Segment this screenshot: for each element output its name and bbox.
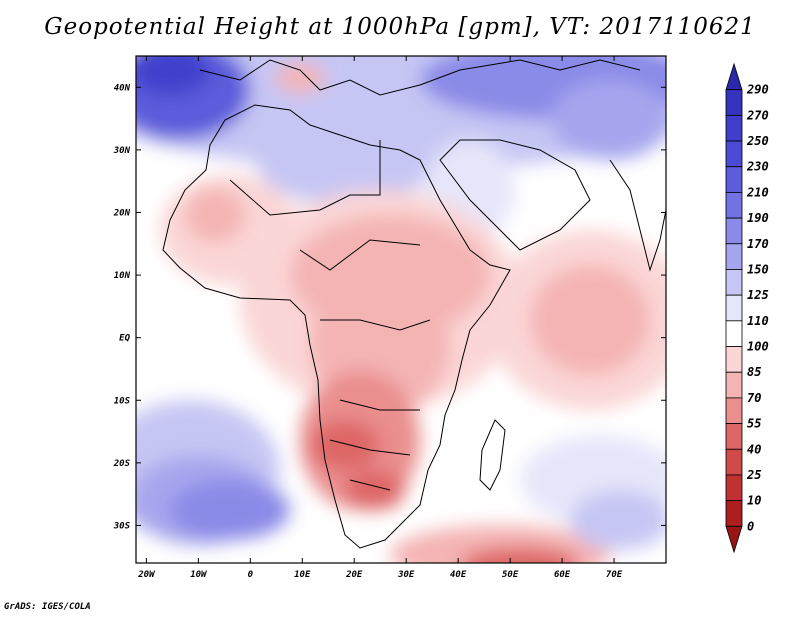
grads-credit: GrADS: IGES/COLA bbox=[4, 602, 91, 612]
colorbar-label: 210 bbox=[746, 185, 769, 199]
lon-label: 30E bbox=[397, 570, 415, 580]
colorbar-swatch bbox=[725, 192, 743, 219]
lat-label: 30N bbox=[113, 146, 131, 156]
colorbar-label: 150 bbox=[747, 262, 769, 276]
lat-label: 10S bbox=[114, 396, 131, 406]
colorbar-swatch bbox=[725, 294, 743, 322]
colorbar-label: 0 bbox=[747, 519, 754, 533]
colorbar-label: 25 bbox=[746, 468, 761, 482]
colorbar-label: 230 bbox=[746, 160, 769, 174]
lon-label: 70E bbox=[606, 570, 623, 580]
colorbar-swatch bbox=[725, 243, 743, 270]
colorbar-swatch bbox=[725, 397, 743, 424]
lon-label: 20E bbox=[345, 570, 363, 580]
colorbar-label: 270 bbox=[746, 108, 769, 122]
arabia-coastline bbox=[439, 139, 591, 251]
lat-label: 30S bbox=[113, 521, 131, 531]
colorbar-swatch bbox=[725, 474, 743, 502]
europe-coastline bbox=[199, 59, 641, 96]
lat-label: EQ bbox=[119, 334, 130, 344]
colorbar-label: 190 bbox=[747, 211, 769, 225]
lon-label: 50E bbox=[502, 570, 519, 580]
india-coastline bbox=[609, 159, 666, 272]
colorbar-swatch bbox=[725, 269, 743, 296]
colorbar-label: 290 bbox=[746, 83, 769, 97]
madagascar-coastline bbox=[479, 419, 506, 491]
lat-label: 20S bbox=[113, 459, 131, 469]
height-field bbox=[136, 56, 666, 563]
lon-label: 40E bbox=[450, 570, 467, 580]
colorbar: 2902702502302101901701501251101008570554… bbox=[725, 62, 769, 554]
colorbar-swatch bbox=[725, 114, 743, 142]
colorbar-swatch bbox=[725, 62, 743, 91]
colorbar-swatch bbox=[725, 500, 743, 527]
colorbar-label: 250 bbox=[746, 134, 769, 148]
map-frame bbox=[135, 55, 667, 564]
colorbar-swatch bbox=[725, 525, 743, 554]
colorbar-label: 55 bbox=[747, 417, 761, 431]
colorbar-swatch bbox=[725, 217, 743, 245]
colorbar-label: 40 bbox=[747, 442, 761, 456]
colorbar-label: 85 bbox=[747, 365, 761, 379]
colorbar-label: 170 bbox=[747, 237, 769, 251]
colorbar-swatch bbox=[725, 423, 743, 450]
lon-label: 10W bbox=[190, 570, 208, 580]
latitude-axis: 40N 30N 20N 10N EQ 10S 20S 30S bbox=[113, 83, 666, 531]
lon-label: 0 bbox=[248, 570, 254, 580]
africa-coastline bbox=[162, 104, 511, 549]
colorbar-label: 110 bbox=[747, 314, 769, 328]
colorbar-swatch bbox=[725, 371, 743, 399]
colorbar-swatch bbox=[725, 89, 743, 116]
lat-label: 40N bbox=[114, 83, 131, 93]
colorbar-label: 10 bbox=[747, 494, 761, 508]
colorbar-swatch bbox=[725, 140, 743, 168]
map-title: Geopotential Height at 1000hPa [gpm], VT… bbox=[44, 14, 756, 40]
colorbar-swatch bbox=[725, 346, 743, 373]
lon-label: 10E bbox=[294, 570, 311, 580]
lat-label: 20N bbox=[113, 208, 131, 218]
longitude-axis: 20W 10W 0 10E 20E 30E 40E 50E 60E 70E bbox=[137, 56, 623, 580]
colorbar-label: 70 bbox=[747, 391, 761, 405]
colorbar-swatch bbox=[725, 166, 743, 193]
coastlines bbox=[162, 59, 666, 549]
border-lines bbox=[229, 140, 431, 491]
lat-label: 10N bbox=[114, 271, 131, 281]
colorbar-swatch bbox=[725, 448, 743, 476]
colorbar-swatch bbox=[725, 320, 743, 347]
colorbar-label: 125 bbox=[747, 288, 769, 302]
colorbar-label: 100 bbox=[747, 340, 769, 354]
lon-label: 60E bbox=[554, 570, 571, 580]
lon-label: 20W bbox=[137, 570, 156, 580]
